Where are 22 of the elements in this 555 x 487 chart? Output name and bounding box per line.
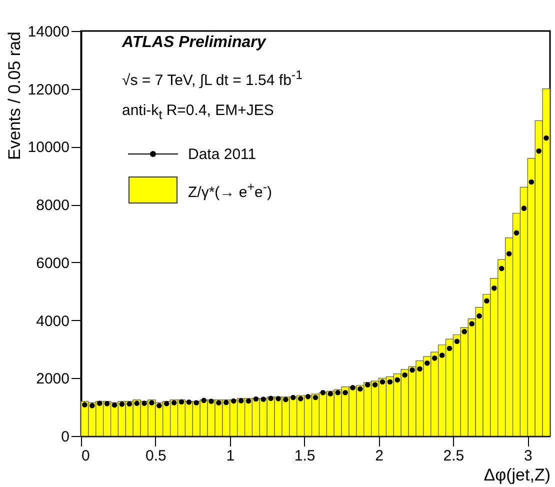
x-tick-label: 3: [524, 448, 532, 464]
x-tick-label: 1.5: [294, 448, 316, 464]
y-tick-label: 14000: [28, 24, 70, 40]
y-tick-label: 6000: [36, 254, 70, 272]
annotation: √s = 7 TeV, ∫L dt = 1.54 fb$^{-1}$: [122, 68, 303, 89]
y-tick-label: 0: [61, 428, 70, 446]
x-tick-label: 2: [375, 448, 384, 464]
y-tick-label: 4000: [36, 312, 70, 330]
y-tick-label: 12000: [28, 81, 70, 98]
legend-label: Data 2011: [188, 146, 256, 162]
x-tick-label: 1: [226, 448, 235, 464]
y-tick-label: 8000: [36, 197, 70, 214]
legend-label: Z/γ*(→ e$^{+}$e$^{-}$): [188, 180, 272, 200]
x-tick-label: 0.5: [146, 448, 166, 464]
x-tick-label: 0: [82, 448, 90, 464]
annotation: ATLAS Preliminary: [122, 34, 266, 52]
x-axis-title: Δφ(jet,Z): [484, 466, 550, 484]
annotation: anti-k$_{t}$ R=0.4, EM+JES: [122, 102, 274, 122]
y-tick-label: 2000: [36, 370, 70, 388]
x-tick-label: 2.5: [443, 448, 464, 464]
y-tick-label: 10000: [28, 139, 70, 156]
y-axis-title: Events / 0.05 rad: [4, 32, 24, 160]
